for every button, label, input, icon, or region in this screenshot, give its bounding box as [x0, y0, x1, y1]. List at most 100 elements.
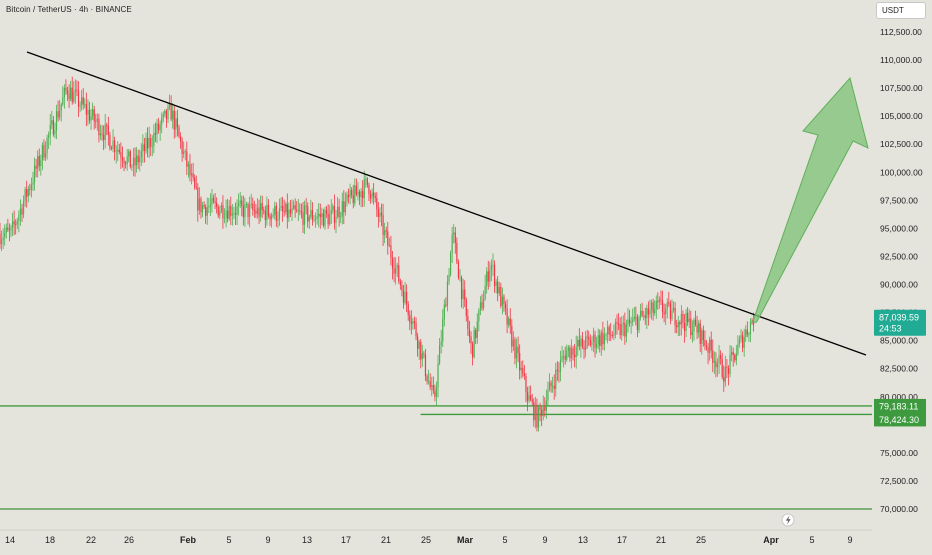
- candle[interactable]: [148, 126, 150, 158]
- candle[interactable]: [388, 237, 390, 248]
- candle[interactable]: [310, 199, 312, 220]
- candle[interactable]: [633, 306, 635, 322]
- candle[interactable]: [283, 199, 285, 217]
- candle[interactable]: [363, 170, 365, 207]
- candle[interactable]: [588, 330, 590, 347]
- candle[interactable]: [368, 182, 370, 201]
- candle[interactable]: [201, 201, 204, 218]
- candle[interactable]: [666, 298, 668, 319]
- candle[interactable]: [426, 374, 428, 385]
- candle[interactable]: [635, 306, 637, 326]
- candle[interactable]: [190, 163, 193, 185]
- candle[interactable]: [55, 104, 58, 139]
- candle[interactable]: [24, 186, 26, 207]
- candle[interactable]: [32, 171, 34, 191]
- candle[interactable]: [68, 84, 70, 108]
- symbol-title[interactable]: Bitcoin / TetherUS · 4h · BINANCE: [6, 5, 132, 14]
- candle[interactable]: [76, 80, 78, 97]
- candle[interactable]: [453, 224, 455, 244]
- candle[interactable]: [99, 124, 102, 140]
- candle[interactable]: [530, 385, 532, 402]
- candle[interactable]: [556, 361, 558, 381]
- lightning-icon[interactable]: [781, 513, 795, 527]
- candle[interactable]: [476, 313, 478, 344]
- candle[interactable]: [172, 102, 174, 129]
- candle[interactable]: [553, 374, 555, 400]
- candle[interactable]: [288, 202, 290, 222]
- descending-trendline[interactable]: [26, 51, 867, 356]
- candle[interactable]: [581, 331, 584, 349]
- candle[interactable]: [150, 133, 152, 157]
- candle[interactable]: [390, 235, 392, 266]
- candle[interactable]: [486, 267, 488, 294]
- candle[interactable]: [751, 317, 753, 325]
- candle[interactable]: [38, 148, 40, 172]
- candle[interactable]: [680, 305, 682, 336]
- candle[interactable]: [291, 199, 293, 222]
- candle[interactable]: [269, 213, 271, 227]
- candle[interactable]: [340, 211, 342, 224]
- candle[interactable]: [484, 274, 486, 301]
- candle[interactable]: [225, 199, 227, 228]
- candle[interactable]: [272, 208, 274, 218]
- candle[interactable]: [746, 321, 748, 338]
- trendline-layer[interactable]: [26, 51, 867, 356]
- candle[interactable]: [625, 319, 628, 343]
- candle[interactable]: [613, 324, 615, 341]
- candle[interactable]: [599, 329, 601, 353]
- candle[interactable]: [134, 147, 136, 177]
- candle[interactable]: [716, 358, 719, 377]
- candle[interactable]: [242, 195, 244, 226]
- candle[interactable]: [745, 325, 747, 342]
- candle[interactable]: [189, 153, 191, 182]
- candle[interactable]: [176, 109, 179, 137]
- candle[interactable]: [200, 196, 202, 219]
- currency-button[interactable]: USDT: [876, 2, 926, 19]
- candle[interactable]: [103, 125, 105, 150]
- candle[interactable]: [139, 149, 141, 172]
- candle[interactable]: [509, 308, 511, 334]
- candle[interactable]: [222, 195, 224, 229]
- candle[interactable]: [672, 301, 675, 313]
- candle[interactable]: [676, 319, 678, 334]
- candle[interactable]: [685, 309, 687, 338]
- candle[interactable]: [198, 187, 200, 215]
- candle[interactable]: [261, 195, 263, 219]
- candle[interactable]: [457, 259, 460, 280]
- candle[interactable]: [428, 369, 430, 385]
- candle[interactable]: [396, 262, 398, 278]
- candle[interactable]: [687, 307, 689, 326]
- candle[interactable]: [423, 351, 425, 359]
- bullish-projection-arrow[interactable]: [751, 76, 869, 323]
- candle[interactable]: [30, 177, 32, 198]
- candle[interactable]: [688, 309, 690, 329]
- candle[interactable]: [175, 111, 177, 138]
- candle[interactable]: [622, 315, 624, 337]
- candle[interactable]: [250, 193, 252, 209]
- candle[interactable]: [727, 365, 730, 386]
- candle[interactable]: [520, 361, 522, 379]
- candle[interactable]: [597, 328, 599, 350]
- candle[interactable]: [528, 386, 530, 404]
- candle[interactable]: [319, 203, 321, 229]
- time-axis[interactable]: 14 18 22 26 Feb 5 9 13 17 21 25 Mar 5 9 13 17 21 25 Apr 5 9: [0, 513, 872, 545]
- candle[interactable]: [413, 316, 416, 330]
- candle[interactable]: [647, 301, 650, 326]
- candle[interactable]: [594, 330, 596, 358]
- candle[interactable]: [121, 146, 124, 168]
- candle[interactable]: [135, 147, 138, 173]
- candle-series[interactable]: [0, 76, 755, 432]
- candle[interactable]: [701, 327, 703, 355]
- candle[interactable]: [442, 309, 444, 348]
- candle[interactable]: [371, 188, 373, 203]
- candle[interactable]: [409, 310, 411, 331]
- candle[interactable]: [157, 117, 160, 134]
- candle[interactable]: [591, 336, 593, 351]
- candle[interactable]: [192, 162, 194, 182]
- candle[interactable]: [406, 284, 408, 313]
- candle[interactable]: [429, 373, 431, 391]
- candle[interactable]: [636, 314, 639, 338]
- candle[interactable]: [44, 141, 47, 162]
- candle[interactable]: [90, 109, 92, 130]
